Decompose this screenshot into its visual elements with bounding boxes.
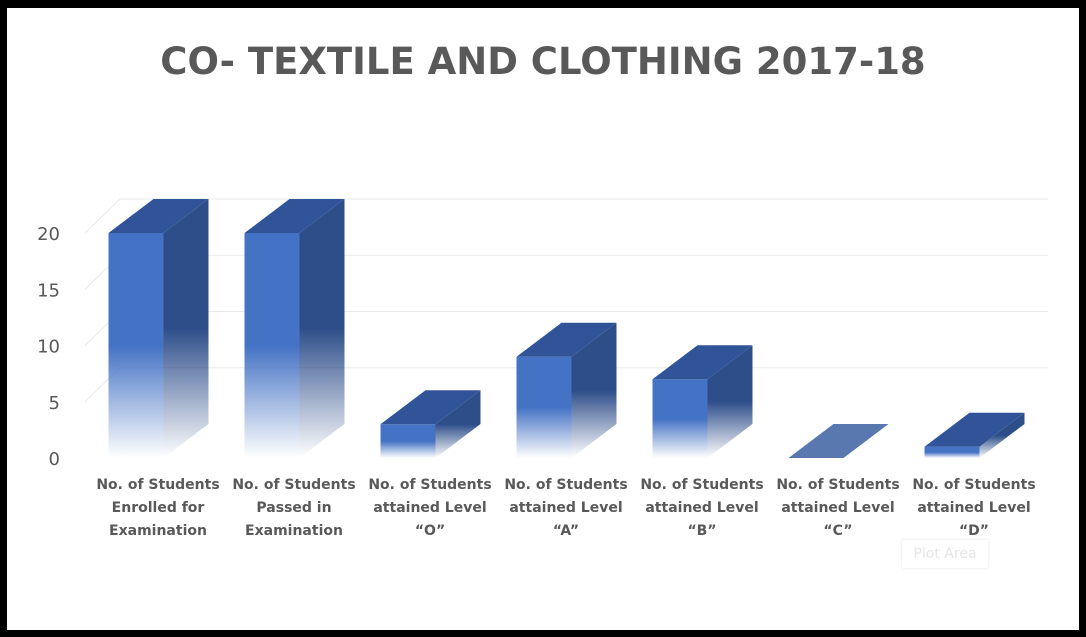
bar bbox=[788, 424, 889, 458]
bar-side bbox=[163, 199, 209, 458]
x-tick-label: “B” bbox=[687, 523, 716, 539]
x-tick-label: No. of Students bbox=[232, 477, 355, 493]
bar bbox=[108, 199, 209, 458]
x-tick-label: Examination bbox=[109, 523, 207, 539]
x-tick-label: attained Level bbox=[917, 500, 1030, 516]
bar bbox=[924, 412, 1025, 458]
x-tick-label: No. of Students bbox=[776, 477, 899, 493]
x-tick-label: No. of Students bbox=[96, 477, 219, 493]
bar bbox=[516, 322, 617, 458]
gridline-depth bbox=[84, 198, 121, 234]
x-tick-label: “A” bbox=[553, 523, 579, 539]
bar-front bbox=[516, 356, 572, 458]
bar-top bbox=[244, 199, 345, 233]
bar-top bbox=[924, 412, 1025, 447]
y-tick-label: 10 bbox=[37, 337, 60, 358]
y-tick-label: 0 bbox=[49, 449, 60, 470]
x-tick-label: “D” bbox=[959, 523, 989, 539]
x-tick-label: Enrolled for bbox=[112, 500, 205, 516]
y-tick-label: 15 bbox=[37, 280, 60, 301]
x-tick-label: attained Level bbox=[509, 500, 622, 516]
bar-top bbox=[380, 390, 481, 425]
plot-area-tooltip: Plot Area bbox=[902, 540, 988, 568]
x-tick-label: No. of Students bbox=[368, 477, 491, 493]
bar-side bbox=[299, 199, 345, 458]
bar-top bbox=[652, 345, 753, 380]
y-tick-label: 20 bbox=[37, 224, 60, 245]
bar-side bbox=[571, 322, 617, 458]
bar-front bbox=[244, 233, 300, 458]
x-tick-label: “C” bbox=[823, 523, 852, 539]
bar-front bbox=[380, 424, 436, 458]
x-tick-label: No. of Students bbox=[912, 477, 1035, 493]
bar-side bbox=[979, 412, 1025, 458]
bar-front bbox=[924, 446, 980, 458]
bar-top bbox=[108, 199, 209, 233]
bar-front bbox=[652, 379, 708, 458]
bar-top bbox=[516, 322, 617, 357]
x-tick-label: attained Level bbox=[373, 500, 486, 516]
bar-front bbox=[108, 233, 164, 458]
x-tick-label: Examination bbox=[245, 523, 343, 539]
x-tick-label: attained Level bbox=[781, 500, 894, 516]
x-tick-label: No. of Students bbox=[504, 477, 627, 493]
bar-side bbox=[707, 345, 753, 458]
bar bbox=[652, 345, 753, 458]
chart-title: CO- TEXTILE AND CLOTHING 2017-18 bbox=[160, 40, 926, 83]
x-tick-label: No. of Students bbox=[640, 477, 763, 493]
x-tick-label: attained Level bbox=[645, 500, 758, 516]
bar bbox=[244, 199, 345, 458]
x-tick-label: Passed in bbox=[256, 500, 331, 516]
y-tick-label: 5 bbox=[49, 393, 60, 414]
bar-top bbox=[788, 424, 889, 458]
x-tick-label: “O” bbox=[415, 523, 445, 539]
bar-side bbox=[435, 390, 481, 458]
bar bbox=[380, 390, 481, 458]
